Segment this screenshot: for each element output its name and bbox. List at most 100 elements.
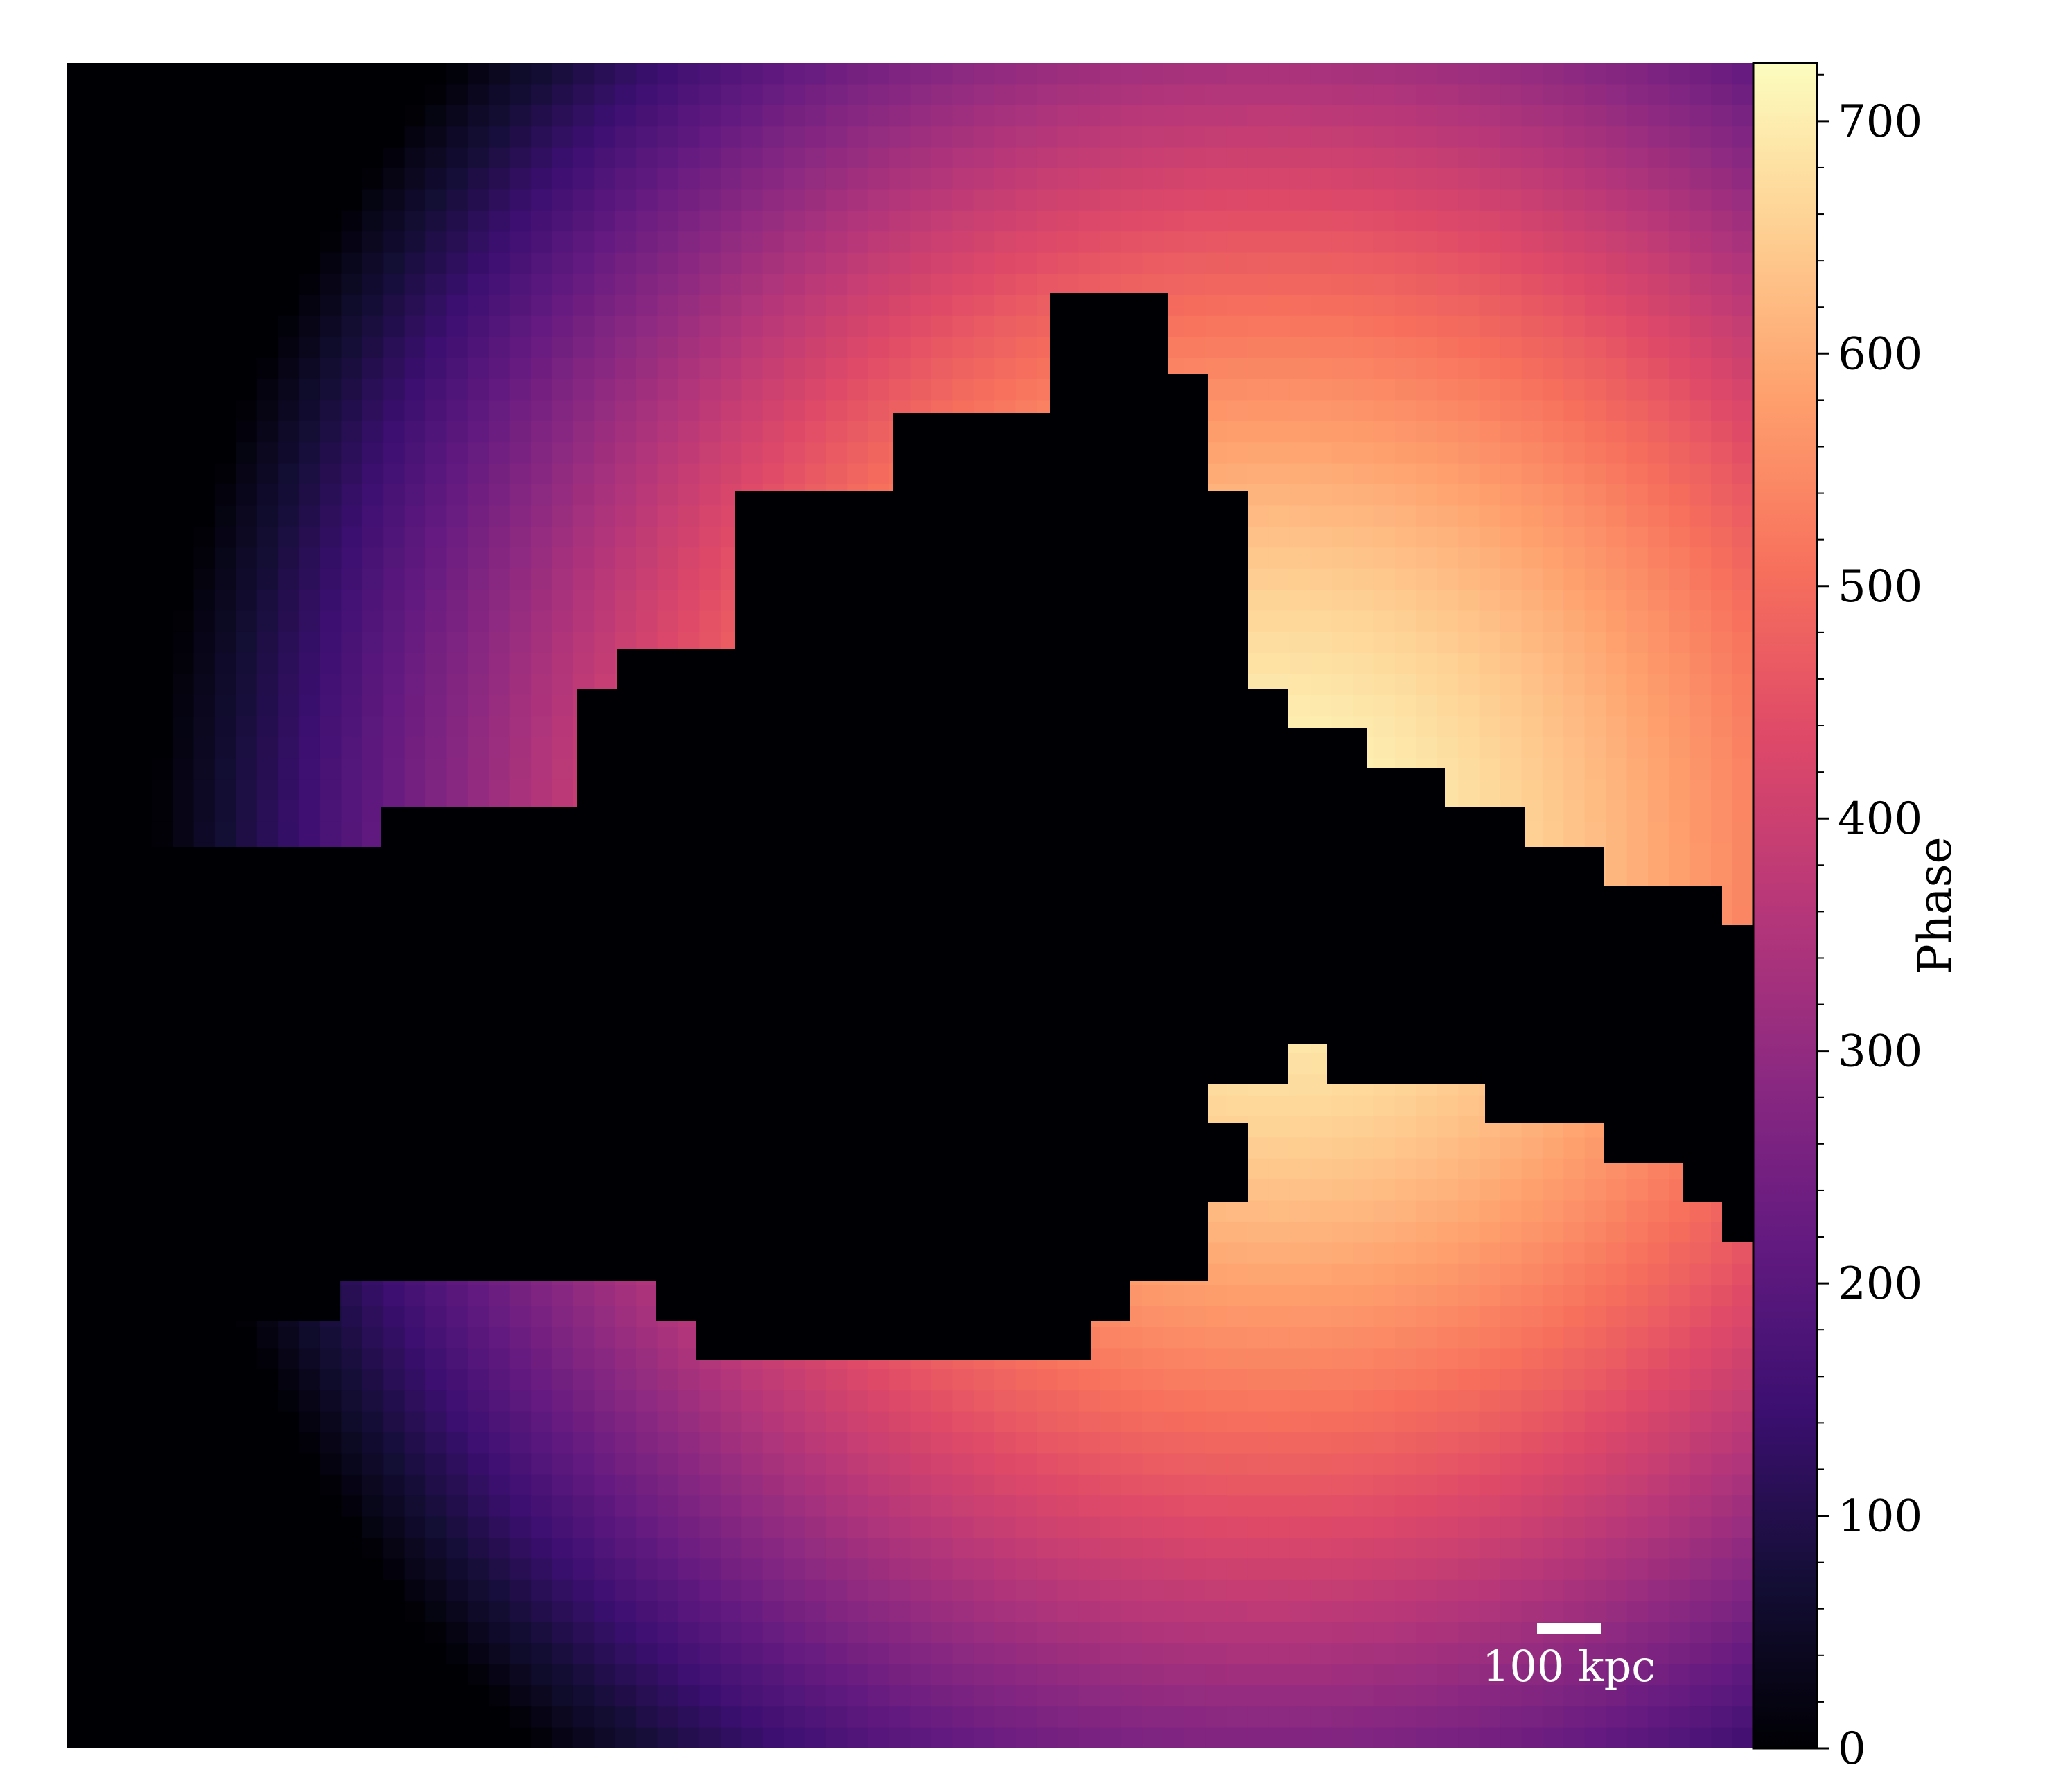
field-cell xyxy=(572,610,595,633)
field-cell xyxy=(1521,821,1543,843)
field-cell xyxy=(825,210,848,232)
field-cell xyxy=(1542,758,1564,780)
field-cell xyxy=(720,337,742,359)
field-cell xyxy=(1542,1222,1564,1243)
field-cell xyxy=(868,105,890,127)
field-cell xyxy=(341,737,363,759)
field-cell xyxy=(1373,1222,1396,1243)
field-cell xyxy=(1373,1200,1396,1222)
field-cell xyxy=(1626,821,1649,843)
field-cell xyxy=(341,105,363,127)
field-cell xyxy=(572,252,595,274)
field-cell xyxy=(1479,590,1501,611)
field-cell xyxy=(151,484,173,506)
field-cell xyxy=(1626,1200,1649,1222)
field-cell xyxy=(425,231,448,254)
field-cell xyxy=(467,484,489,506)
field-cell xyxy=(446,779,468,801)
field-cell xyxy=(868,252,890,274)
field-cell xyxy=(531,400,553,422)
field-cell xyxy=(1353,610,1375,633)
field-cell xyxy=(1100,1348,1122,1370)
field-cell xyxy=(1437,400,1459,422)
field-cell xyxy=(1647,1285,1669,1307)
field-cell xyxy=(278,231,300,254)
field-cell xyxy=(1521,568,1543,590)
field-cell xyxy=(1500,421,1522,443)
field-cell xyxy=(784,189,806,211)
field-cell xyxy=(889,358,911,380)
field-cell xyxy=(256,63,279,85)
field-cell xyxy=(341,358,363,380)
field-cell xyxy=(67,590,89,611)
field-cell xyxy=(784,400,806,422)
field-cell xyxy=(1669,653,1691,675)
field-cell xyxy=(1163,1285,1185,1307)
field-cell xyxy=(341,568,363,590)
field-cell xyxy=(1647,1222,1669,1243)
field-cell xyxy=(636,568,658,590)
field-cell xyxy=(552,568,574,590)
field-cell xyxy=(1732,1306,1753,1328)
field-cell xyxy=(278,737,300,759)
field-cell xyxy=(699,463,721,485)
field-cell xyxy=(1647,505,1669,527)
field-cell xyxy=(762,358,784,380)
field-cell xyxy=(1394,315,1416,337)
field-cell xyxy=(1268,1285,1290,1307)
field-cell xyxy=(319,337,342,359)
field-cell xyxy=(552,84,574,106)
field-cell xyxy=(1268,610,1290,633)
field-cell xyxy=(1606,295,1628,317)
field-cell xyxy=(657,315,679,337)
field-cell xyxy=(1647,168,1669,190)
field-cell xyxy=(572,505,595,527)
field-cell xyxy=(404,84,426,106)
field-cell xyxy=(425,168,448,190)
field-cell xyxy=(341,189,363,211)
field-cell xyxy=(88,695,110,717)
field-cell xyxy=(236,568,258,590)
field-cell xyxy=(1626,1242,1649,1265)
field-cell xyxy=(278,210,300,232)
field-cell xyxy=(1205,358,1227,380)
field-cell xyxy=(1015,105,1037,127)
field-cell xyxy=(636,168,658,190)
field-cell xyxy=(1331,231,1353,254)
field-cell xyxy=(720,442,742,464)
field-cell xyxy=(341,695,363,717)
field-cell xyxy=(552,674,574,696)
field-cell xyxy=(1669,421,1691,443)
field-cell xyxy=(404,189,426,211)
field-cell xyxy=(1563,505,1586,527)
field-cell xyxy=(404,695,426,717)
field-cell xyxy=(1353,358,1375,380)
field-cell xyxy=(1689,379,1712,401)
field-cell xyxy=(1416,526,1438,548)
field-cell xyxy=(509,126,532,148)
field-cell xyxy=(1015,210,1037,232)
field-cell xyxy=(1458,631,1480,653)
field-cell xyxy=(467,695,489,717)
field-cell xyxy=(383,610,405,633)
field-cell xyxy=(467,590,489,611)
field-cell xyxy=(973,231,995,254)
field-cell xyxy=(1268,1137,1290,1159)
field-cell xyxy=(1479,526,1501,548)
field-cell xyxy=(1458,1327,1480,1349)
field-cell xyxy=(1416,189,1438,211)
field-cell xyxy=(1647,653,1669,675)
field-cell xyxy=(130,463,152,485)
field-cell xyxy=(1563,716,1586,738)
field-cell xyxy=(299,737,321,759)
field-cell xyxy=(1057,274,1080,295)
field-cell xyxy=(236,147,258,169)
field-cell xyxy=(1331,1263,1353,1285)
field-cell xyxy=(1373,231,1396,254)
field-cell xyxy=(1626,568,1649,590)
field-cell xyxy=(973,358,995,380)
field-cell xyxy=(1353,695,1375,717)
field-cell xyxy=(383,568,405,590)
field-cell xyxy=(1437,1348,1459,1370)
field-cell xyxy=(109,147,131,169)
